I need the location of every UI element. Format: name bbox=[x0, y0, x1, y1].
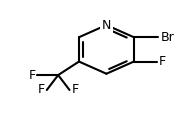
Text: F: F bbox=[28, 69, 36, 82]
Text: F: F bbox=[38, 83, 45, 96]
Text: N: N bbox=[102, 18, 111, 32]
Text: Br: Br bbox=[160, 31, 174, 44]
Text: F: F bbox=[71, 83, 79, 96]
Text: F: F bbox=[158, 55, 166, 68]
